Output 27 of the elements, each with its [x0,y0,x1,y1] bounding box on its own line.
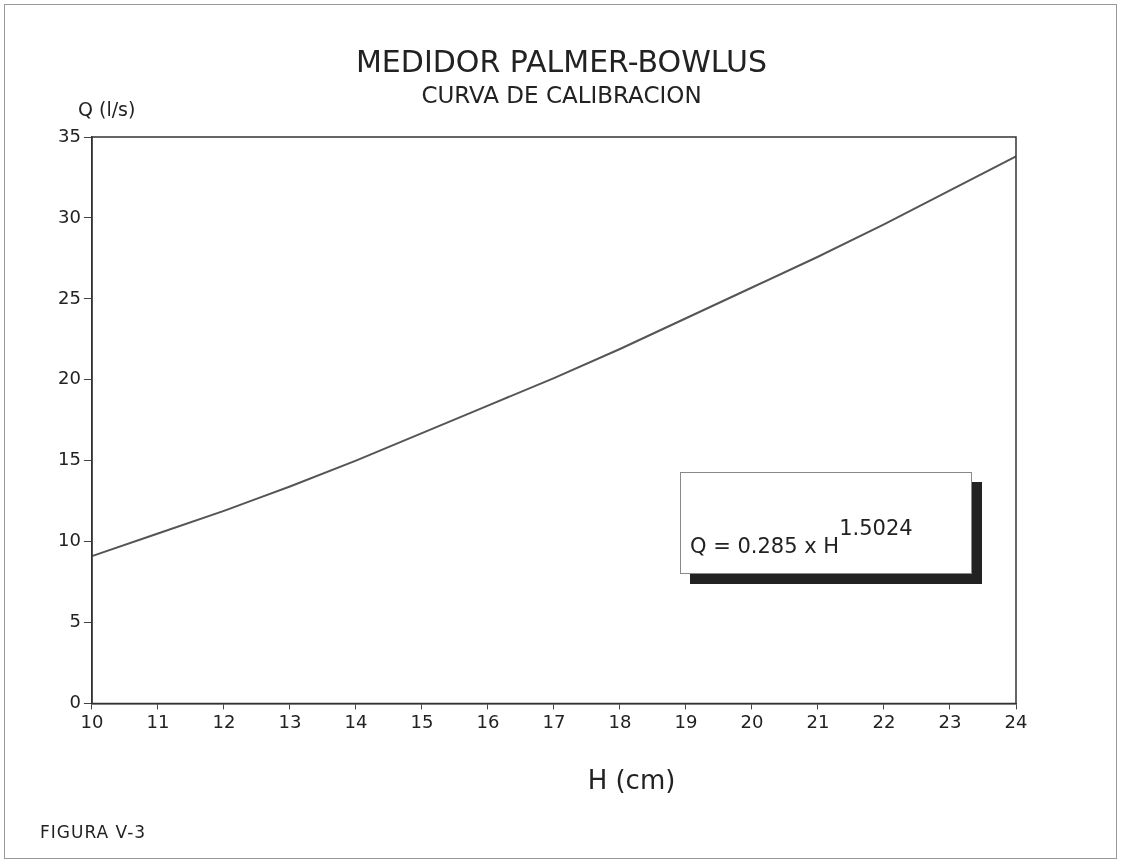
x-tick-label: 24 [1004,710,1028,732]
x-tick-label: 11 [146,710,170,732]
y-tick-label: 0 [69,691,81,713]
y-tick-label: 25 [58,286,81,308]
y-tick-label: 30 [58,205,81,227]
y-tick-label: 5 [69,610,81,632]
y-tick-label: 10 [58,529,81,551]
x-tick-label: 14 [344,710,368,732]
x-tick-label: 21 [806,710,830,732]
x-tick-label: 22 [872,710,896,732]
x-tick-label: 16 [476,710,500,732]
x-tick-label: 15 [410,710,434,732]
x-tick-label: 20 [740,710,764,732]
x-tick-label: 18 [608,710,632,732]
x-axis-title: H (cm) [586,765,677,795]
x-tick-label: 17 [542,710,566,732]
x-tick-label: 12 [212,710,236,732]
y-tick-label: 20 [58,367,81,389]
y-axis-title: Q (l/s) [78,98,136,120]
chart-subtitle: CURVA DE CALIBRACION [421,82,702,108]
x-tick-label: 23 [938,710,962,732]
chart-title: MEDIDOR PALMER-BOWLUS [354,44,769,79]
x-tick-label: 19 [674,710,698,732]
text: FIGURA V-3 [40,822,147,842]
x-tick-label: 13 [278,710,302,732]
y-tick-label: 15 [58,448,81,470]
y-tick-label: 35 [58,124,81,146]
